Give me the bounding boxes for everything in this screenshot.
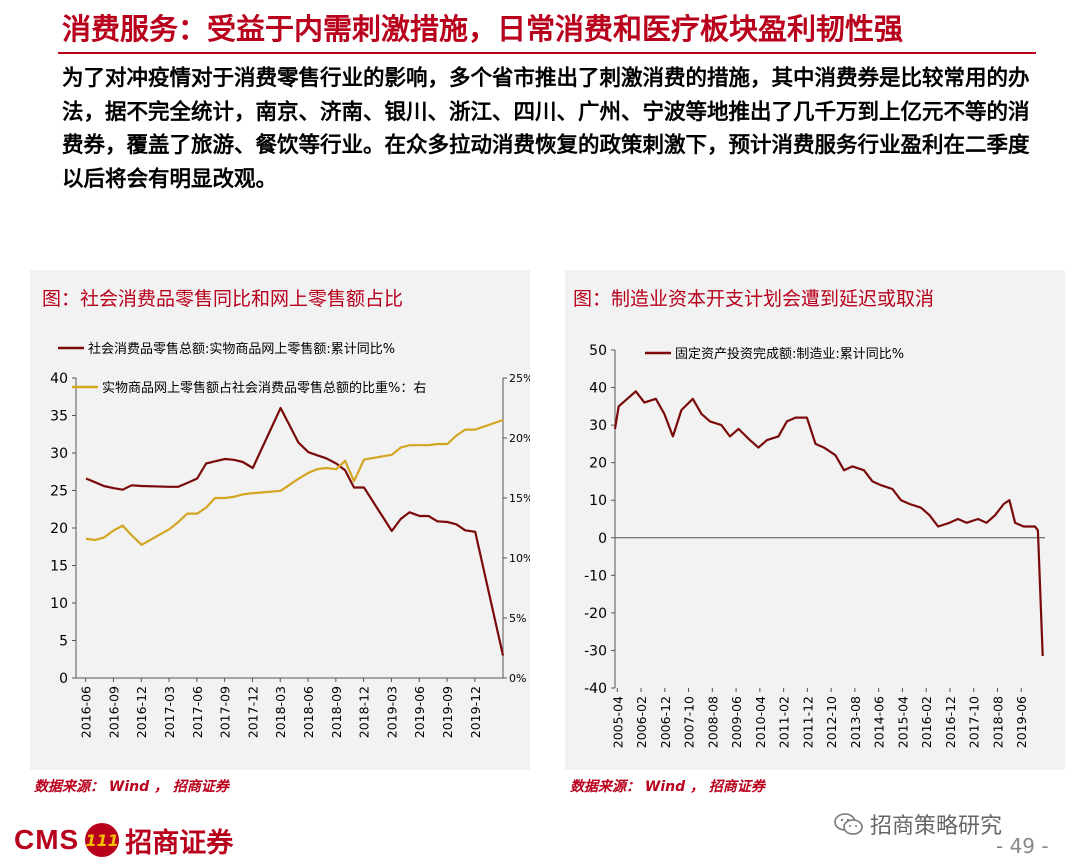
- series-line-1: [613, 390, 1044, 657]
- cms-logo: CMS 111 招商证券: [14, 822, 234, 859]
- x-tick-label: 2019-06: [412, 686, 427, 738]
- x-tick-label: 2011-02: [777, 696, 792, 748]
- series-line-2: [85, 418, 504, 546]
- source-retail: 数据来源： Wind ， 招商证券: [34, 779, 229, 795]
- firm-name: 招商证券: [125, 827, 234, 859]
- y2-tick-label: 0%: [509, 672, 526, 685]
- y-tick-label: 20: [50, 521, 68, 537]
- legend-label-1: 社会消费品零售总额:实物商品网上零售额:累计同比%: [88, 341, 395, 357]
- x-tick-label: 2018-12: [357, 686, 372, 738]
- chart-title-capex: 图：制造业资本开支计划会遭到延迟或取消: [573, 288, 935, 310]
- x-tick-label: 2014-06: [872, 696, 887, 748]
- brand-seal-icon: 111: [85, 823, 120, 857]
- body-paragraph: 为了对冲疫情对于消费零售行业的影响，多个省市推出了刺激消费的措施，其中消费券是比…: [62, 66, 1030, 192]
- x-tick-label: 2016-09: [106, 686, 121, 738]
- x-tick-label: 2008-08: [705, 696, 720, 748]
- x-tick-label: 2015-04: [895, 696, 910, 748]
- y-tick-label: -20: [584, 606, 607, 622]
- page-title: 消费服务：受益于内需刺激措施，日常消费和医疗板块盈利韧性强: [62, 12, 904, 46]
- y-tick-label: -30: [584, 643, 607, 659]
- y-tick-label: -10: [584, 568, 607, 584]
- x-tick-label: 2012-10: [824, 696, 839, 748]
- x-tick-label: 2009-06: [729, 696, 744, 748]
- x-tick-label: 2017-12: [245, 686, 260, 738]
- y2-tick-label: 5%: [509, 612, 526, 625]
- y-tick-label: 50: [589, 343, 607, 359]
- x-tick-label: 2018-06: [301, 686, 316, 738]
- x-tick-label: 2006-02: [634, 696, 649, 748]
- x-tick-label: 2018-08: [990, 696, 1005, 748]
- y-tick-label: 20: [589, 456, 607, 472]
- y-tick-label: 15: [50, 559, 68, 575]
- x-tick-label: 2011-12: [800, 696, 815, 748]
- y-tick-label: 0: [598, 531, 607, 547]
- source-capex: 数据来源： Wind ， 招商证券: [570, 779, 765, 795]
- x-tick-label: 2017-06: [190, 686, 205, 738]
- x-tick-label: 2016-02: [919, 696, 934, 748]
- brand-text: CMS: [14, 824, 80, 855]
- x-tick-label: 2019-12: [468, 686, 483, 738]
- legend-label-1: 固定资产投资完成额:制造业:累计同比%: [675, 346, 904, 362]
- y-tick-label: 35: [50, 409, 68, 425]
- y2-tick-label: 15%: [509, 492, 530, 505]
- x-tick-label: 2016-12: [134, 686, 149, 738]
- y2-tick-label: 25%: [509, 372, 530, 385]
- x-tick-label: 2019-06: [1014, 696, 1029, 748]
- y-tick-label: 30: [589, 418, 607, 434]
- y-tick-label: 0: [59, 671, 68, 687]
- x-tick-label: 2013-08: [848, 696, 863, 748]
- x-tick-label: 2019-09: [440, 686, 455, 738]
- wechat-account: 招商策略研究: [870, 814, 1003, 839]
- y2-tick-label: 10%: [509, 552, 530, 565]
- x-tick-label: 2019-03: [384, 686, 399, 738]
- x-tick-label: 2007-10: [682, 696, 697, 748]
- y2-tick-label: 20%: [509, 432, 530, 445]
- y-tick-label: 25: [50, 484, 68, 500]
- x-tick-label: 2018-09: [329, 686, 344, 738]
- chart-title-retail: 图：社会消费品零售同比和网上零售额占比: [42, 288, 404, 310]
- x-tick-label: 2006-12: [658, 696, 673, 748]
- x-tick-label: 2017-09: [218, 686, 233, 738]
- x-tick-label: 2018-03: [273, 686, 288, 738]
- y-tick-label: 5: [59, 634, 68, 650]
- x-tick-label: 2010-04: [753, 696, 768, 748]
- x-tick-label: 2017-03: [162, 686, 177, 738]
- wechat-icon: [834, 813, 863, 835]
- wechat-watermark: 招商策略研究: [834, 808, 1002, 840]
- x-tick-label: 2005-04: [610, 696, 625, 748]
- y-tick-label: 10: [589, 493, 607, 509]
- y-tick-label: 40: [589, 381, 607, 397]
- x-tick-label: 2016-06: [79, 686, 94, 738]
- chart-panel-retail: [30, 270, 530, 770]
- legend-label-2: 实物商品网上零售额占社会消费品零售总额的比重%：右: [102, 380, 426, 396]
- page-number: - 49 -: [996, 834, 1049, 858]
- series-line-1: [85, 406, 505, 656]
- title-divider: [58, 52, 1036, 54]
- x-tick-label: 2017-10: [967, 696, 982, 748]
- x-tick-label: 2016-12: [943, 696, 958, 748]
- y-tick-label: 10: [50, 596, 68, 612]
- y-tick-label: 30: [50, 446, 68, 462]
- y-tick-label: 40: [50, 371, 68, 387]
- chart-manufacturing-capex: -40 -30 -20 -10 0 10 20 30 40 50 2005-04 2006-02 200…: [584, 343, 1045, 748]
- y-tick-label: -40: [584, 681, 607, 697]
- chart-retail-sales: 0 5 10 15 20 25 30 35 40 0% 5% 10% 15% 20% 25% 2016-06 2…: [50, 341, 530, 738]
